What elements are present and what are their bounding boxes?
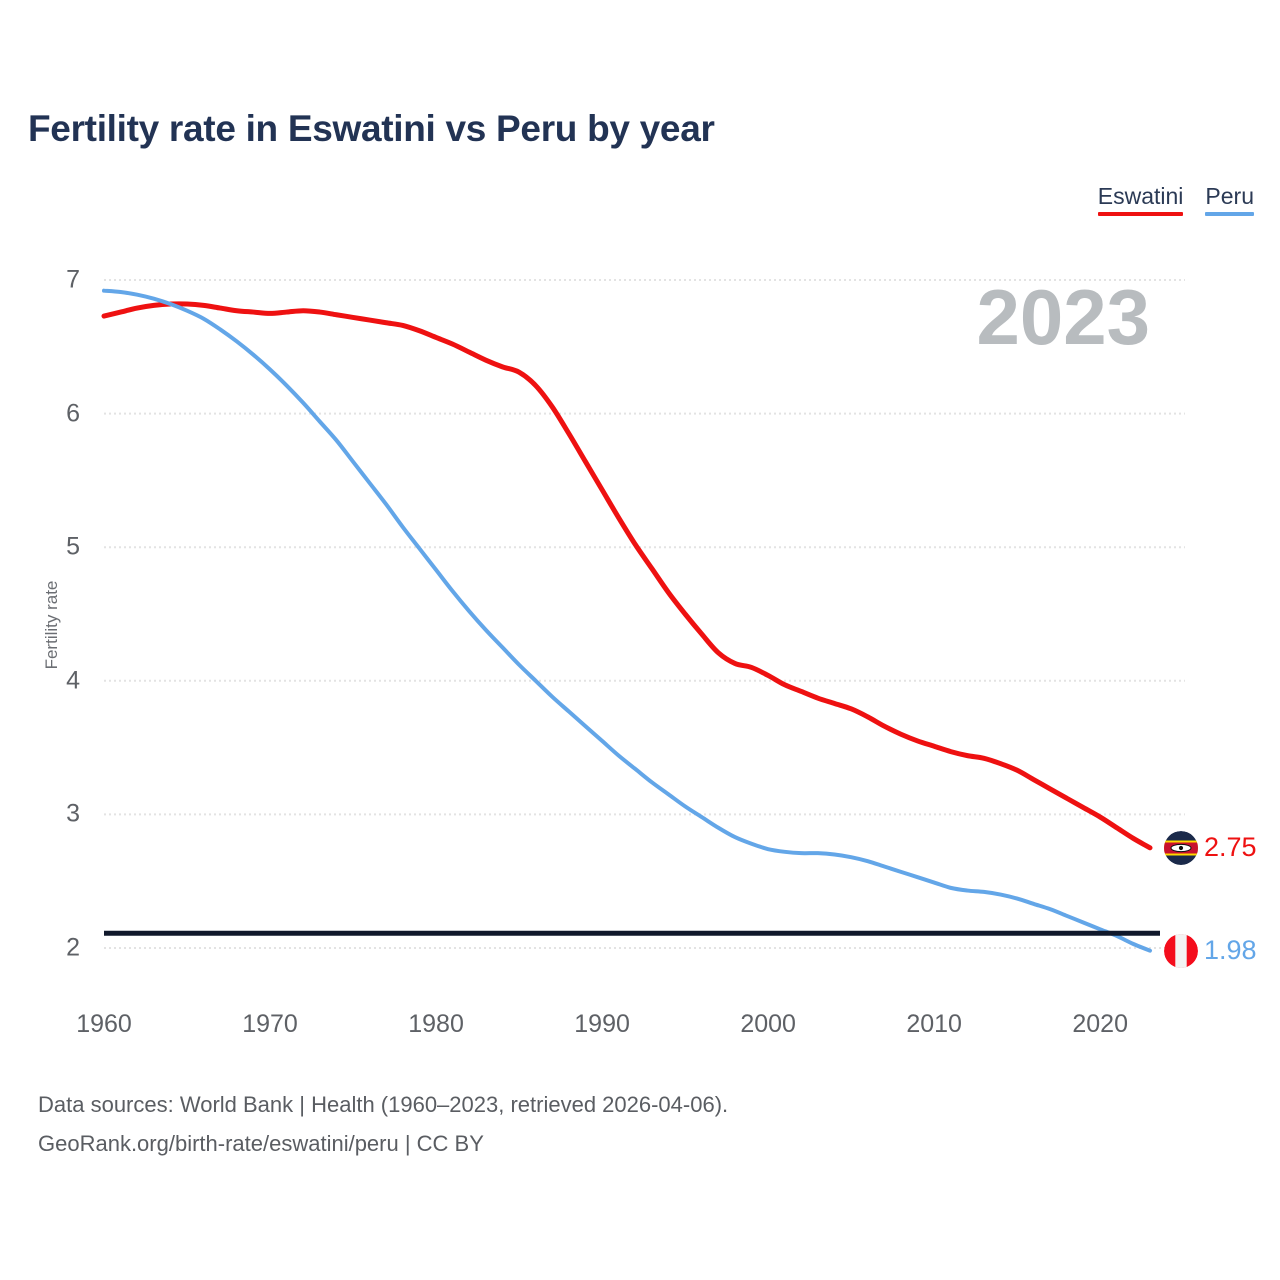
y-tick-label: 4	[66, 666, 80, 695]
end-value-peru: 1.98	[1204, 935, 1257, 966]
x-tick-label: 1970	[242, 1010, 298, 1038]
eswatini-flag-icon	[1164, 830, 1198, 865]
gridlines	[104, 279, 1185, 949]
x-tick-label: 1990	[574, 1010, 630, 1038]
legend-item-eswatini[interactable]: Eswatini	[1097, 183, 1184, 216]
y-tick-label: 6	[66, 399, 80, 428]
y-tick-label: 3	[66, 799, 80, 828]
page-title: Fertility rate in Eswatini vs Peru by ye…	[28, 108, 715, 149]
legend: Eswatini Peru	[1097, 183, 1254, 216]
end-label-eswatini: 2.75	[1164, 830, 1257, 865]
end-value-eswatini: 2.75	[1204, 832, 1257, 863]
footer-data-sources: Data sources: World Bank | Health (1960–…	[38, 1092, 729, 1117]
legend-label-peru: Peru	[1205, 183, 1254, 209]
y-tick-label: 2	[66, 933, 80, 962]
legend-color-swatch-eswatini	[1097, 212, 1184, 216]
legend-color-swatch-peru	[1205, 212, 1254, 216]
peru-flag-icon	[1164, 933, 1198, 968]
y-tick-label: 5	[66, 532, 80, 561]
x-tick-label: 1960	[76, 1010, 132, 1038]
legend-label-eswatini: Eswatini	[1097, 183, 1184, 209]
series-line-peru[interactable]	[102, 288, 1152, 953]
end-label-peru: 1.98	[1164, 933, 1257, 968]
series-line-eswatini[interactable]	[101, 301, 1153, 851]
footer: Data sources: World Bank | Health (1960–…	[38, 1085, 728, 1163]
data-series-group	[101, 288, 1153, 953]
x-tick-label: 2000	[740, 1010, 796, 1038]
year-watermark: 2023	[976, 273, 1150, 361]
x-tick-label: 1980	[408, 1010, 464, 1038]
legend-item-peru[interactable]: Peru	[1205, 183, 1254, 216]
y-tick-label: 7	[66, 265, 80, 294]
x-tick-label: 2020	[1072, 1010, 1128, 1038]
x-tick-label: 2010	[906, 1010, 962, 1038]
footer-attribution[interactable]: GeoRank.org/birth-rate/eswatini/peru | C…	[38, 1131, 484, 1156]
